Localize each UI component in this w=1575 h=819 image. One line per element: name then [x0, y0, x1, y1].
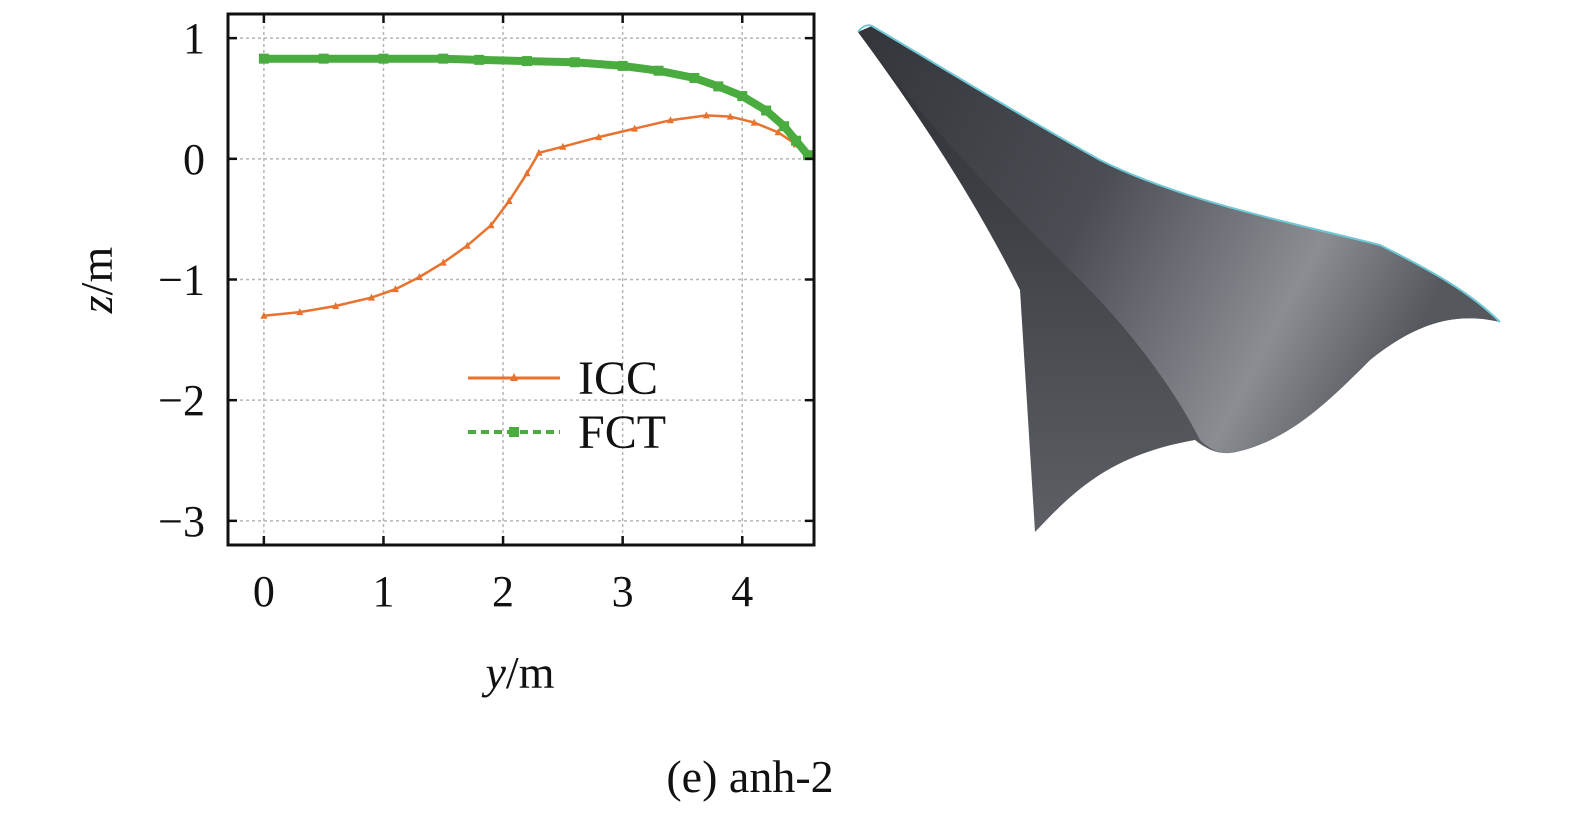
data-point-fct: [737, 91, 748, 102]
data-point-fct: [779, 121, 790, 132]
y-tick-label: −1: [158, 256, 205, 305]
data-point-icc: [523, 169, 531, 177]
data-point-fct: [318, 53, 329, 64]
data-point-icc: [631, 124, 639, 132]
legend-marker-fct: [509, 427, 519, 437]
x-axis-label: y/m: [482, 647, 555, 698]
data-point-fct: [761, 105, 772, 116]
x-tick-label: 1: [372, 567, 394, 616]
data-point-icc: [296, 308, 304, 316]
y-tick-label: −2: [158, 376, 205, 425]
legend-item-icc: ICC: [468, 352, 658, 405]
data-point-icc: [505, 197, 513, 205]
y-axis-label: z/m: [71, 247, 122, 315]
data-point-fct: [378, 53, 389, 64]
data-point-icc: [535, 148, 543, 156]
legend-item-fct: FCT: [468, 406, 666, 459]
x-tick-label: 4: [731, 567, 753, 616]
data-point-fct: [689, 72, 700, 83]
data-point-fct: [791, 135, 802, 146]
aircraft-upper-surface: [858, 26, 1500, 454]
data-point-fct: [653, 65, 664, 76]
y-tick-label: 1: [183, 14, 205, 63]
data-point-icc: [702, 111, 710, 119]
line-chart: 0 1 2 3 4 1 0 −1 −2 −3 y/m z/m ICC FCT: [71, 12, 816, 698]
series-layer: [258, 53, 814, 319]
series-line-fct: [263, 54, 812, 158]
aircraft-3d-shape: [857, 24, 1501, 532]
data-point-icc: [463, 241, 471, 249]
series-line-icc: [263, 114, 809, 317]
legend-label-icc: ICC: [578, 352, 658, 405]
legend-label-fct: FCT: [578, 406, 666, 459]
data-point-fct: [474, 54, 485, 65]
data-point-icc: [774, 128, 782, 136]
legend-marker-icc: [510, 373, 518, 381]
y-tick-label: 0: [183, 135, 205, 184]
grid-lines: [228, 14, 814, 545]
x-tick-label: 3: [612, 567, 634, 616]
x-tick-label: 0: [253, 567, 275, 616]
data-point-fct: [803, 150, 814, 161]
figure-caption: (e) anh-2: [666, 751, 833, 802]
data-point-icc: [559, 142, 567, 150]
data-point-fct: [569, 57, 580, 68]
axis-ticks: 0 1 2 3 4 1 0 −1 −2 −3: [158, 14, 814, 616]
legend: ICC FCT: [468, 352, 666, 459]
data-point-icc: [332, 302, 340, 310]
data-point-icc: [391, 285, 399, 293]
data-point-icc: [595, 133, 603, 141]
data-point-icc: [726, 112, 734, 120]
data-point-fct: [438, 53, 449, 64]
x-tick-label: 2: [492, 567, 514, 616]
data-point-icc: [439, 258, 447, 266]
data-point-icc: [666, 116, 674, 124]
data-point-icc: [487, 221, 495, 229]
data-point-icc: [260, 311, 268, 319]
aircraft-leading-edge: [857, 24, 1501, 323]
data-point-fct: [258, 53, 269, 64]
y-tick-label: −3: [158, 497, 205, 546]
data-point-icc: [415, 273, 423, 281]
data-point-fct: [617, 60, 628, 71]
data-point-icc: [368, 293, 376, 301]
data-point-icc: [750, 118, 758, 126]
data-point-fct: [713, 81, 724, 92]
data-point-fct: [521, 56, 532, 67]
